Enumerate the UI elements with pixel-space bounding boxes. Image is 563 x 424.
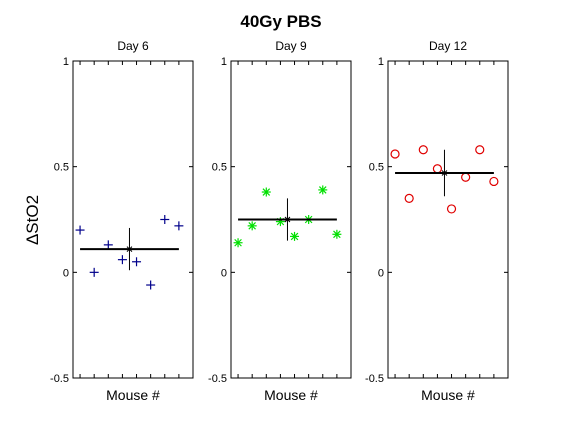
plot-area xyxy=(388,61,508,378)
subplot-title: Day 9 xyxy=(275,39,307,53)
figure-title: 40Gy PBS xyxy=(240,12,321,31)
subplot-title: Day 6 xyxy=(117,39,149,53)
x-axis-label: Mouse # xyxy=(421,387,475,403)
data-point xyxy=(318,185,327,194)
x-axis-label: Mouse # xyxy=(264,387,318,403)
data-point xyxy=(290,232,299,241)
subplot-title: Day 12 xyxy=(429,39,467,53)
data-point xyxy=(262,188,271,197)
y-tick-label: 0 xyxy=(378,267,384,279)
y-tick-label: 0.5 xyxy=(54,162,69,174)
y-tick-label: 0 xyxy=(221,267,227,279)
y-tick-label: 0.5 xyxy=(212,162,227,174)
y-tick-label: -0.5 xyxy=(208,373,227,385)
y-tick-label: 1 xyxy=(221,56,227,68)
y-tick-label: -0.5 xyxy=(365,373,384,385)
subplot-day-9: Day 9 Mouse # -0.5 0 0.5 1 xyxy=(208,39,351,403)
subplot-day-12: Day 12 Mouse # -0.5 0 0.5 1 xyxy=(365,39,508,403)
data-point xyxy=(276,217,285,226)
y-tick-label: 0.5 xyxy=(369,162,384,174)
data-point xyxy=(248,221,257,230)
y-axis-label: ΔStO2 xyxy=(23,195,42,245)
y-tick-label: 0 xyxy=(63,267,69,279)
y-tick-label: 1 xyxy=(378,56,384,68)
x-axis-label: Mouse # xyxy=(106,387,160,403)
y-tick-label: 1 xyxy=(63,56,69,68)
data-point xyxy=(234,238,243,247)
plot-area xyxy=(73,61,193,378)
data-point xyxy=(332,230,341,239)
subplot-day-6: Day 6 Mouse # -0.5 0 0.5 1 xyxy=(50,39,193,403)
y-tick-label: -0.5 xyxy=(50,373,69,385)
